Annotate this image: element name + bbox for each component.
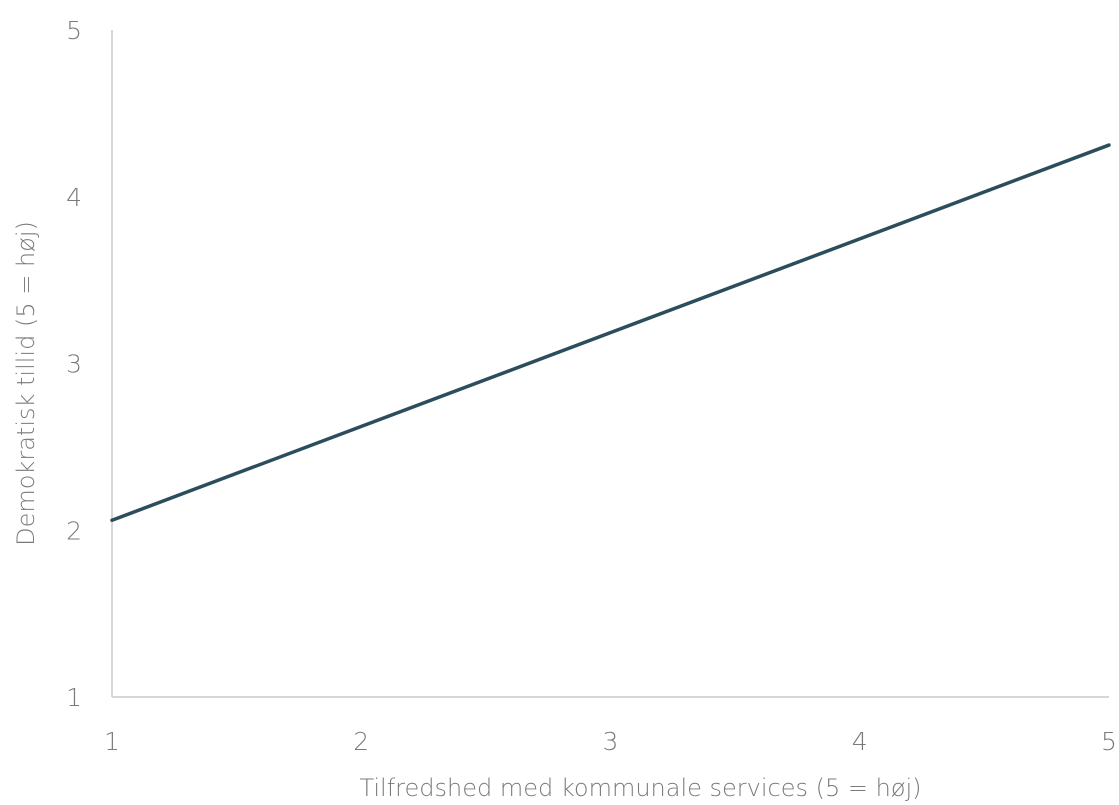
series-layer <box>110 143 1111 522</box>
y-axis-title: Demokratisk tillid (5 = høj) <box>12 221 40 546</box>
series-line <box>110 143 1111 522</box>
x-tick-label: 3 <box>603 727 619 756</box>
x-tick-label: 1 <box>104 727 120 756</box>
y-tick-label: 1 <box>66 683 82 712</box>
x-tick-label: 4 <box>852 727 868 756</box>
y-tick-label: 2 <box>66 516 82 545</box>
x-tick-label: 2 <box>353 727 369 756</box>
y-axis: 1 2 3 4 5 <box>66 16 113 712</box>
y-tick-label: 3 <box>66 350 82 379</box>
x-axis: 1 2 3 4 5 <box>104 696 1117 756</box>
y-tick-label: 5 <box>66 16 82 45</box>
x-tick-label: 5 <box>1101 727 1117 756</box>
x-axis-title: Tilfredshed med kommunale services (5 = … <box>359 774 921 802</box>
y-tick-label: 4 <box>66 183 82 212</box>
